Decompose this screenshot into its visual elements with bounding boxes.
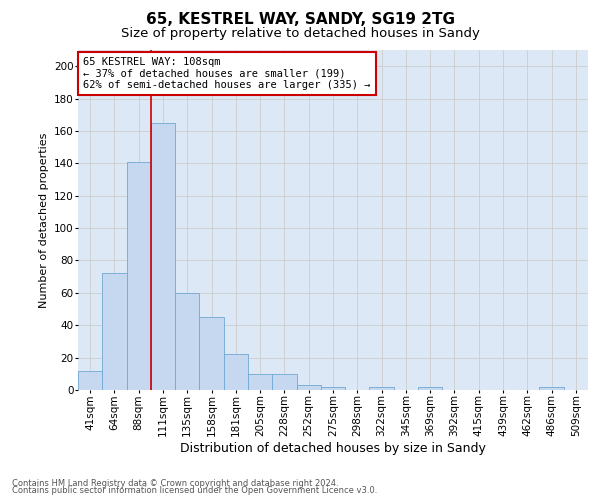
Bar bbox=[224, 354, 248, 390]
Bar bbox=[370, 387, 394, 390]
Bar bbox=[296, 385, 321, 390]
Bar bbox=[151, 123, 175, 390]
Bar bbox=[175, 293, 199, 390]
Bar bbox=[199, 317, 224, 390]
X-axis label: Distribution of detached houses by size in Sandy: Distribution of detached houses by size … bbox=[180, 442, 486, 455]
Text: 65, KESTREL WAY, SANDY, SG19 2TG: 65, KESTREL WAY, SANDY, SG19 2TG bbox=[146, 12, 455, 28]
Bar bbox=[127, 162, 151, 390]
Bar bbox=[248, 374, 272, 390]
Text: 65 KESTREL WAY: 108sqm
← 37% of detached houses are smaller (199)
62% of semi-de: 65 KESTREL WAY: 108sqm ← 37% of detached… bbox=[83, 57, 371, 90]
Text: Contains public sector information licensed under the Open Government Licence v3: Contains public sector information licen… bbox=[12, 486, 377, 495]
Bar bbox=[102, 274, 127, 390]
Bar bbox=[321, 387, 345, 390]
Text: Contains HM Land Registry data © Crown copyright and database right 2024.: Contains HM Land Registry data © Crown c… bbox=[12, 478, 338, 488]
Y-axis label: Number of detached properties: Number of detached properties bbox=[38, 132, 49, 308]
Bar bbox=[418, 387, 442, 390]
Bar bbox=[78, 370, 102, 390]
Bar bbox=[272, 374, 296, 390]
Bar bbox=[539, 387, 564, 390]
Text: Size of property relative to detached houses in Sandy: Size of property relative to detached ho… bbox=[121, 28, 479, 40]
